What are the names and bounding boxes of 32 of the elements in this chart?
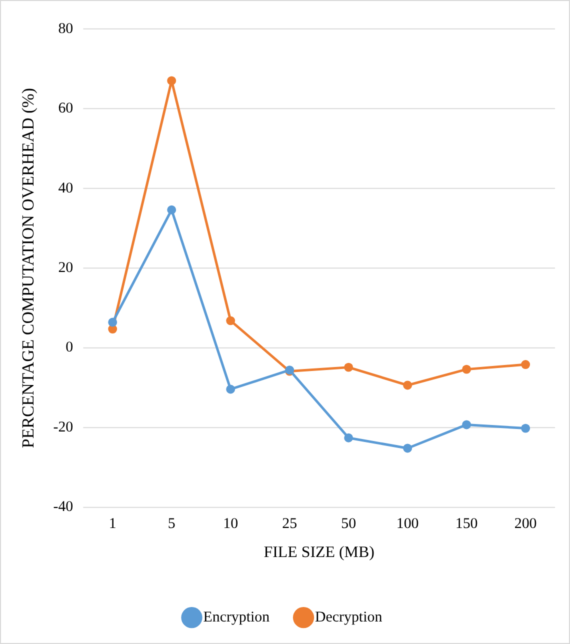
y-tick-label: 0	[66, 340, 74, 356]
point	[521, 424, 530, 433]
point	[167, 76, 176, 86]
point	[462, 364, 472, 374]
y-tick-label: 40	[58, 180, 74, 196]
x-tick-label: 50	[341, 516, 356, 532]
point	[344, 433, 354, 442]
legend-label: Encryption	[203, 610, 270, 626]
x-tick-label: 1	[108, 516, 116, 532]
x-tick-label: 5	[168, 516, 176, 532]
point	[108, 318, 118, 327]
point	[403, 380, 412, 390]
x-tick-label: 100	[396, 516, 419, 532]
y-tick-label: -40	[53, 499, 74, 516]
x-tick-label: 150	[455, 516, 478, 532]
point	[167, 205, 176, 214]
y-tick-label: 80	[58, 20, 74, 37]
y-axis-title: PERCENTAGE COMPUTATION OVERHEAD (%)	[18, 88, 38, 448]
x-axis-title: FILE SIZE (MB)	[264, 544, 374, 561]
x-tick-label: 200	[514, 516, 537, 532]
y-tick-label: -20	[53, 419, 74, 436]
point	[226, 384, 236, 394]
x-tick-label: 25	[282, 516, 298, 532]
x-tick-label: 10	[223, 516, 238, 532]
point	[344, 362, 354, 372]
point	[226, 316, 236, 326]
point	[403, 444, 412, 453]
y-tick-label: 20	[58, 260, 74, 276]
point	[521, 360, 530, 370]
y-tick-label: 60	[58, 100, 74, 117]
point	[462, 420, 472, 430]
legend-label: Decryption	[314, 610, 383, 626]
